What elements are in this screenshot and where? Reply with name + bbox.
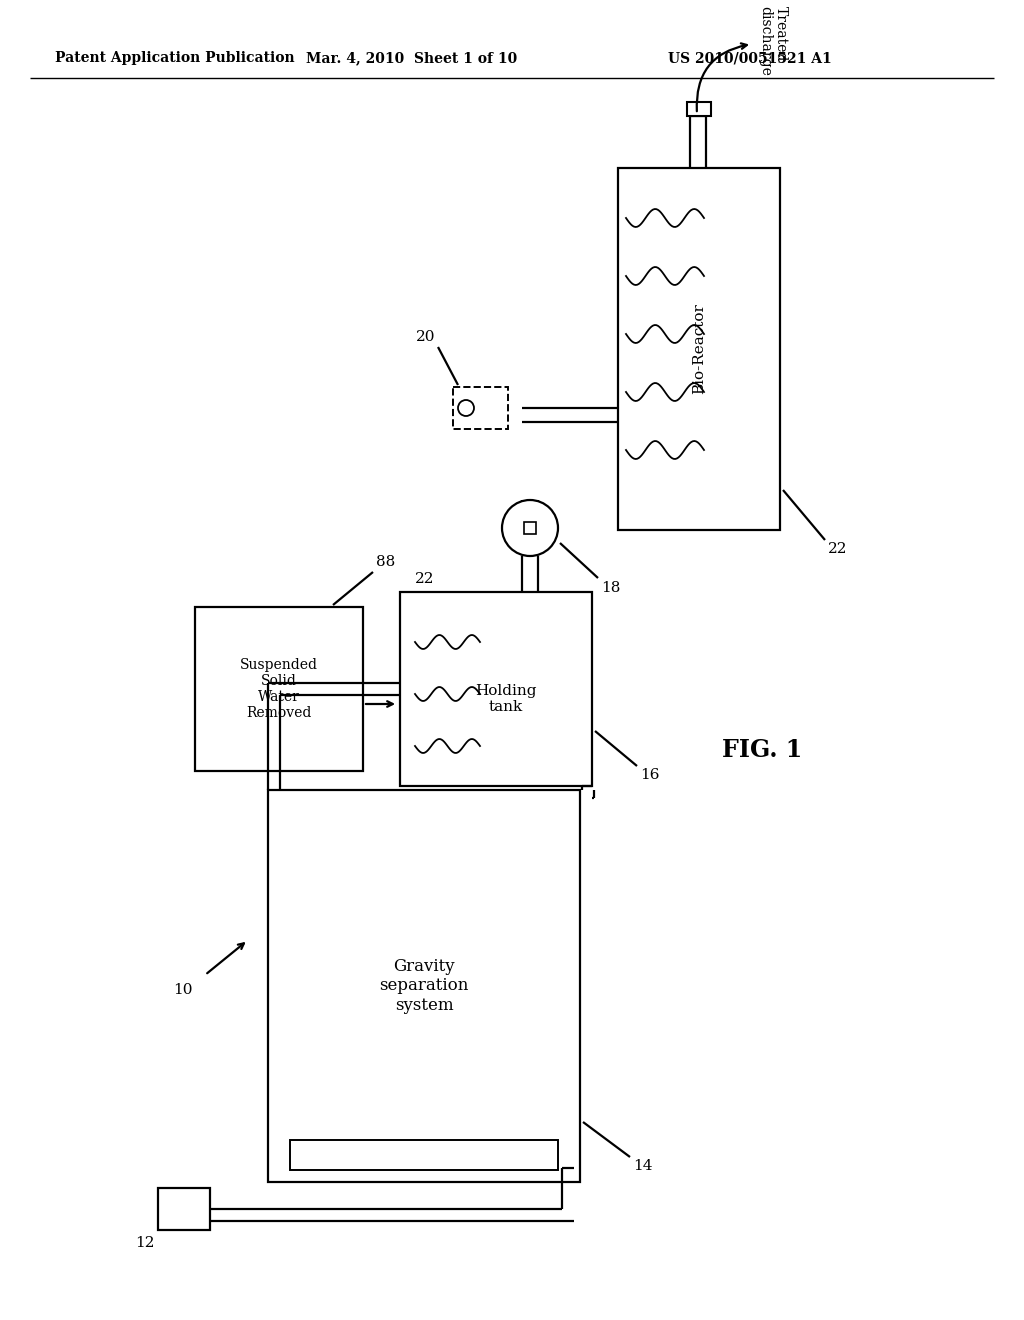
Text: Patent Application Publication: Patent Application Publication <box>55 51 295 65</box>
Text: 22: 22 <box>415 572 434 586</box>
Text: Bio-Reactor: Bio-Reactor <box>692 304 706 395</box>
Text: Suspended
Solid
Water
Removed: Suspended Solid Water Removed <box>240 657 318 721</box>
Text: 20: 20 <box>416 330 435 345</box>
Text: Mar. 4, 2010  Sheet 1 of 10: Mar. 4, 2010 Sheet 1 of 10 <box>306 51 517 65</box>
Text: 10: 10 <box>173 983 193 997</box>
Text: 22: 22 <box>828 543 848 556</box>
Text: Treated
discharge: Treated discharge <box>758 7 788 77</box>
Text: 14: 14 <box>633 1159 652 1173</box>
Circle shape <box>458 400 474 416</box>
Text: 88: 88 <box>376 554 395 569</box>
Bar <box>268 789 580 1181</box>
Text: FIG. 1: FIG. 1 <box>722 738 802 762</box>
Text: US 2010/0051521 A1: US 2010/0051521 A1 <box>668 51 831 65</box>
Bar <box>524 521 536 535</box>
Bar <box>195 607 362 771</box>
Bar <box>687 102 711 116</box>
Bar <box>158 1188 210 1230</box>
Bar <box>290 1140 558 1170</box>
Text: 16: 16 <box>640 768 659 781</box>
Circle shape <box>502 500 558 556</box>
Bar <box>453 387 508 429</box>
Bar <box>400 591 592 785</box>
Text: 18: 18 <box>601 581 621 595</box>
Text: 12: 12 <box>135 1236 155 1250</box>
Text: Holding
tank: Holding tank <box>475 684 537 714</box>
Bar <box>618 168 780 531</box>
Text: Gravity
separation
system: Gravity separation system <box>379 958 469 1014</box>
